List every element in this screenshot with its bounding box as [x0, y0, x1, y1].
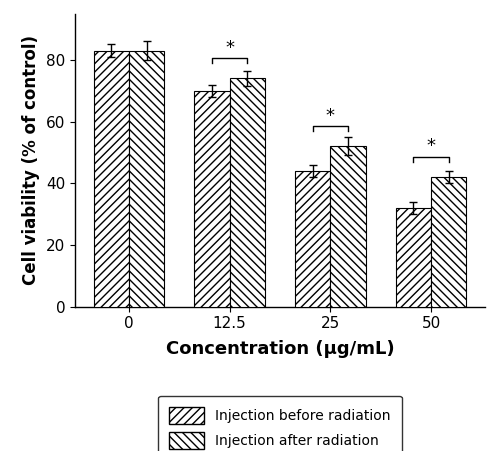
Bar — [129, 51, 164, 307]
Bar — [330, 146, 366, 307]
Text: *: * — [225, 39, 234, 57]
Text: *: * — [326, 106, 335, 124]
Bar — [194, 91, 230, 307]
X-axis label: Concentration (μg/mL): Concentration (μg/mL) — [166, 340, 394, 358]
Bar — [396, 208, 431, 307]
Legend: Injection before radiation, Injection after radiation: Injection before radiation, Injection af… — [158, 396, 402, 451]
Bar — [94, 51, 129, 307]
Bar — [431, 177, 466, 307]
Text: *: * — [426, 138, 436, 156]
Bar — [230, 78, 265, 307]
Y-axis label: Cell viability (% of control): Cell viability (% of control) — [22, 35, 40, 285]
Bar — [295, 171, 330, 307]
